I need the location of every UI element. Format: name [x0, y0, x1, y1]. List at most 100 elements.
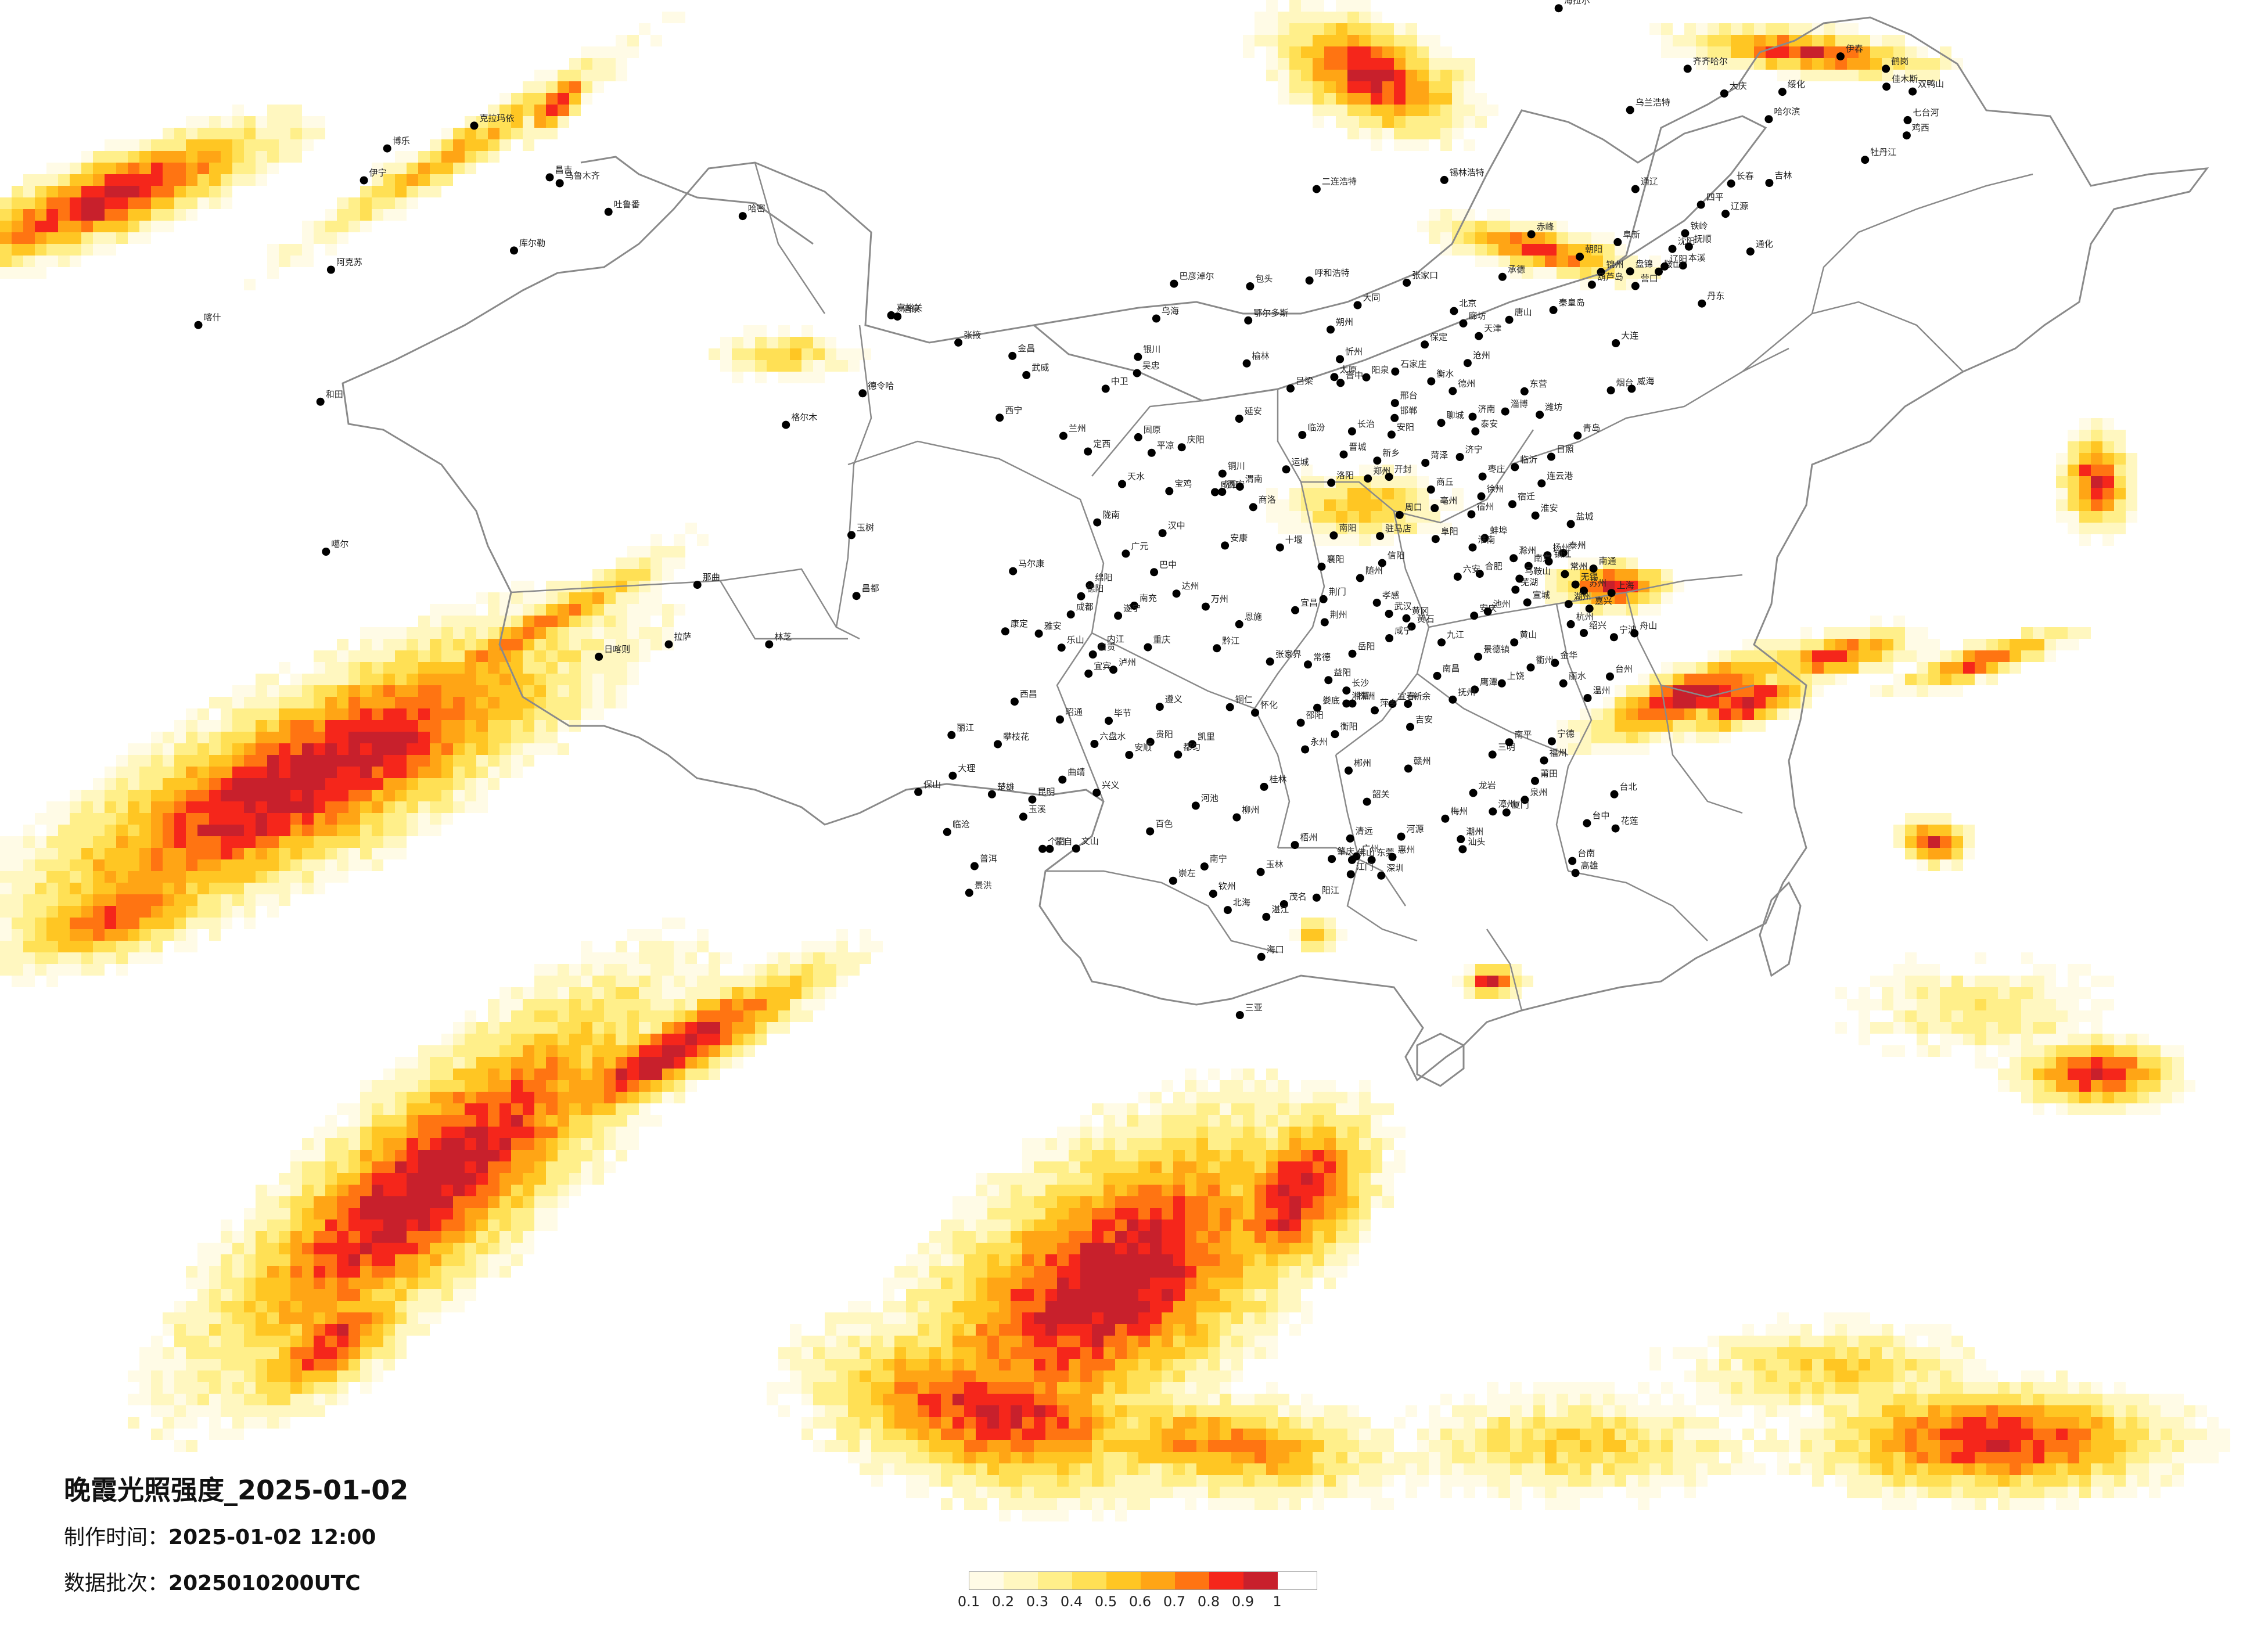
intensity-cell: [290, 1150, 302, 1161]
intensity-cell: [2126, 1057, 2137, 1069]
intensity-cell: [2056, 1394, 2068, 1405]
intensity-cell: [709, 348, 720, 360]
intensity-cell: [1034, 1150, 1045, 1161]
intensity-cell: [1196, 1312, 1208, 1324]
intensity-cell: [1824, 650, 1835, 662]
intensity-cell: [232, 151, 244, 163]
intensity-cell: [2056, 476, 2068, 488]
intensity-cell: [720, 1045, 732, 1057]
intensity-cell: [395, 174, 407, 186]
intensity-cell: [813, 1405, 825, 1417]
intensity-cell: [418, 720, 430, 732]
intensity-cell: [581, 616, 592, 627]
intensity-cell: [314, 116, 325, 128]
intensity-cell: [1986, 662, 1998, 674]
intensity-cell: [813, 1394, 825, 1405]
intensity-cell: [197, 1301, 209, 1312]
intensity-cell: [1928, 1336, 1940, 1347]
intensity-cell: [453, 801, 465, 813]
intensity-cell: [256, 848, 267, 859]
intensity-cell: [337, 1220, 348, 1231]
intensity-cell: [174, 755, 186, 767]
intensity-cell: [1208, 1370, 1220, 1382]
intensity-cell: [976, 1220, 987, 1231]
intensity-cell: [407, 1115, 418, 1127]
intensity-cell: [685, 1080, 697, 1092]
intensity-cell: [1719, 58, 1731, 70]
intensity-cell: [604, 1022, 616, 1034]
intensity-cell: [395, 1278, 407, 1289]
intensity-cell: [2114, 430, 2126, 441]
intensity-cell: [1359, 1161, 1371, 1173]
intensity-cell: [337, 825, 348, 836]
intensity-cell: [546, 697, 558, 708]
intensity-cell: [1487, 244, 1498, 256]
intensity-cell: [1615, 743, 1626, 755]
intensity-cell: [23, 894, 35, 906]
intensity-cell: [81, 859, 93, 871]
intensity-cell: [650, 546, 662, 557]
intensity-cell: [1092, 1417, 1104, 1429]
intensity-cell: [1696, 662, 1708, 674]
intensity-cell: [1382, 128, 1394, 139]
intensity-cell: [244, 1336, 256, 1347]
intensity-cell: [105, 232, 116, 244]
intensity-cell: [616, 639, 627, 650]
intensity-cell: [453, 1103, 465, 1115]
intensity-cell: [964, 1394, 976, 1405]
intensity-cell: [720, 1010, 732, 1022]
intensity-cell: [81, 221, 93, 232]
intensity-cell: [523, 1208, 534, 1220]
intensity-cell: [476, 592, 488, 604]
intensity-cell: [209, 151, 221, 163]
intensity-cell: [2068, 1417, 2079, 1429]
intensity-cell: [1986, 987, 1998, 999]
intensity-cell: [1208, 1127, 1220, 1138]
intensity-cell: [302, 813, 314, 825]
intensity-cell: [1057, 1324, 1069, 1336]
intensity-cell: [1824, 662, 1835, 674]
intensity-cell: [325, 1324, 337, 1336]
intensity-cell: [1522, 267, 1533, 279]
intensity-cell: [232, 1359, 244, 1370]
intensity-cell: [1289, 70, 1301, 81]
intensity-cell: [2068, 1034, 2079, 1045]
intensity-cell: [639, 1057, 650, 1069]
intensity-cell: [499, 1243, 511, 1254]
intensity-cell: [546, 1080, 558, 1092]
intensity-cell: [929, 1347, 941, 1359]
intensity-cell: [1045, 1359, 1057, 1370]
intensity-cell: [976, 1336, 987, 1347]
intensity-cell: [1057, 1370, 1069, 1382]
intensity-cell: [2091, 499, 2102, 511]
intensity-cell: [1440, 1417, 1452, 1429]
intensity-cell: [860, 1394, 871, 1405]
intensity-cell: [1754, 662, 1766, 674]
intensity-cell: [499, 1150, 511, 1161]
intensity-cell: [1045, 1208, 1057, 1220]
intensity-cell: [128, 197, 139, 209]
intensity-cell: [372, 1196, 383, 1208]
intensity-cell: [267, 685, 279, 697]
intensity-cell: [337, 1312, 348, 1324]
intensity-cell: [1092, 1347, 1104, 1359]
intensity-cell: [1986, 1022, 1998, 1034]
intensity-cell: [1127, 1161, 1138, 1173]
intensity-cell: [0, 952, 12, 964]
intensity-cell: [2068, 1103, 2079, 1115]
intensity-cell: [1011, 1266, 1022, 1278]
intensity-cell: [546, 639, 558, 650]
intensity-cell: [941, 1382, 953, 1394]
intensity-cell: [1824, 1336, 1835, 1347]
intensity-cell: [2126, 1417, 2137, 1429]
intensity-cell: [197, 1405, 209, 1417]
intensity-cell: [1185, 1289, 1196, 1301]
intensity-cell: [499, 1115, 511, 1127]
intensity-cell: [1998, 1405, 2010, 1417]
intensity-cell: [1324, 511, 1336, 523]
intensity-cell: [1127, 1138, 1138, 1150]
intensity-cell: [650, 1010, 662, 1022]
intensity-cell: [1231, 1278, 1243, 1289]
intensity-cell: [1022, 1231, 1034, 1243]
intensity-cell: [116, 929, 128, 941]
